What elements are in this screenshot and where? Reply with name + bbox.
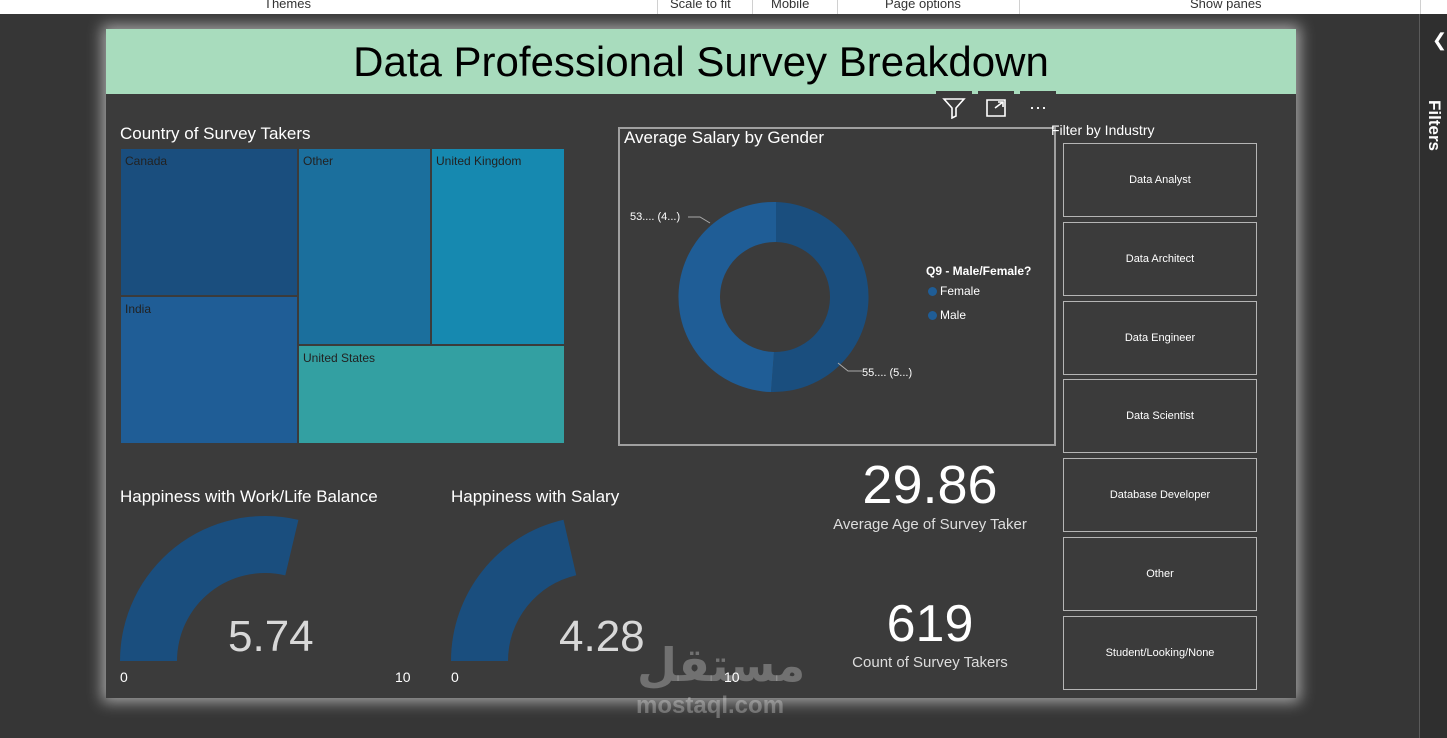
gauge-salary[interactable] [451,516,741,662]
view-ribbon: Themes Scale to fit Mobile Page options … [0,0,1447,14]
salary-donut-visual[interactable]: Average Salary by Gender 53.... (4...) 5… [618,127,1056,446]
donut-data-label-female: 53.... (4...) [630,211,681,223]
filters-pane-label[interactable]: Filters [1425,100,1444,152]
donut-legend-title: Q9 - Male/Female? [926,264,1032,278]
treemap-tile-label: Canada [125,154,168,168]
treemap-tile-united-states[interactable]: United States [298,345,565,444]
legend-item-female[interactable]: Female [928,284,980,298]
mostaql-watermark-url: mostaql.com [636,692,785,719]
treemap-tile-canada[interactable]: Canada [120,148,298,296]
filter-icon[interactable] [936,91,972,125]
donut-slice-female[interactable] [771,202,869,393]
mostaql-watermark-logo: مستقل [637,638,806,692]
ribbon-separator [657,0,658,14]
slicer-item-student-looking-none[interactable]: Student/Looking/None [1063,616,1257,690]
gauge-salary-value: 4.28 [559,612,645,661]
treemap-title: Country of Survey Takers [120,124,311,143]
slicer-item-data-engineer[interactable]: Data Engineer [1063,301,1257,375]
themes-button[interactable]: Themes [264,0,311,11]
legend-label: Male [940,308,967,322]
gauge-worklife-min: 0 [120,669,128,685]
card-count-label: Count of Survey Takers [852,654,1008,671]
gauge-salary-min: 0 [451,669,459,685]
gauge-worklife-title: Happiness with Work/Life Balance [120,487,378,506]
gauge-worklife[interactable] [120,516,410,662]
visual-header-toolbar: ⋯ [936,91,1058,125]
chevron-left-icon[interactable]: ❮ [1432,30,1447,50]
slicer-title: Filter by Industry [1051,122,1155,138]
treemap-tile-label: India [125,302,152,316]
treemap-tile-label: United Kingdom [436,154,522,168]
more-options-icon[interactable]: ⋯ [1020,91,1056,125]
gauge-salary-title: Happiness with Salary [451,487,620,506]
focus-mode-icon[interactable] [978,91,1014,125]
page-options-button[interactable]: Page options [885,0,961,11]
donut-chart[interactable] [678,199,874,395]
mobile-button[interactable]: Mobile [771,0,810,11]
treemap-tile-united-kingdom[interactable]: United Kingdom [431,148,565,345]
slicer-item-other[interactable]: Other [1063,537,1257,611]
gauge-salary-max: 10 [724,669,740,685]
card-average-age-label: Average Age of Survey Taker [833,516,1027,533]
ribbon-separator [752,0,753,14]
card-average-age-value: 29.86 [862,455,998,515]
donut-title: Average Salary by Gender [624,128,825,147]
scale-to-fit-button[interactable]: Scale to fit [670,0,731,11]
legend-item-male[interactable]: Male [928,308,966,322]
filters-pane[interactable] [1419,14,1447,738]
donut-data-label-male: 55.... (5...) [862,367,913,379]
gauge-worklife-value: 5.74 [228,612,314,661]
gauge-salary-fill [451,519,577,661]
legend-dot-icon [928,311,937,321]
slicer-item-data-architect[interactable]: Data Architect [1063,222,1257,296]
slicer-item-data-analyst[interactable]: Data Analyst [1063,143,1257,217]
show-panes-button[interactable]: Show panes [1190,0,1262,11]
slicer-item-data-scientist[interactable]: Data Scientist [1063,379,1257,453]
legend-dot-icon [928,287,937,297]
gauge-worklife-fill [120,516,299,661]
ribbon-separator [837,0,838,14]
treemap-tile-label: United States [303,351,376,365]
donut-slice-male[interactable] [678,201,776,392]
treemap-tile-label: Other [303,154,334,168]
treemap-tile-india[interactable]: India [120,296,298,444]
card-count-value: 619 [886,595,974,653]
donut-leader-line [837,362,862,372]
report-title-bar: Data Professional Survey Breakdown [106,29,1296,94]
treemap-tile-other[interactable]: Other [298,148,431,345]
slicer-item-database-developer[interactable]: Database Developer [1063,458,1257,532]
report-canvas: Data Professional Survey Breakdown Count… [106,29,1296,698]
gauge-worklife-max: 10 [395,669,411,685]
ribbon-separator [1019,0,1020,14]
report-title: Data Professional Survey Breakdown [353,37,1049,85]
donut-leader-line [688,216,711,224]
legend-label: Female [940,284,981,298]
ribbon-separator [1420,0,1421,14]
